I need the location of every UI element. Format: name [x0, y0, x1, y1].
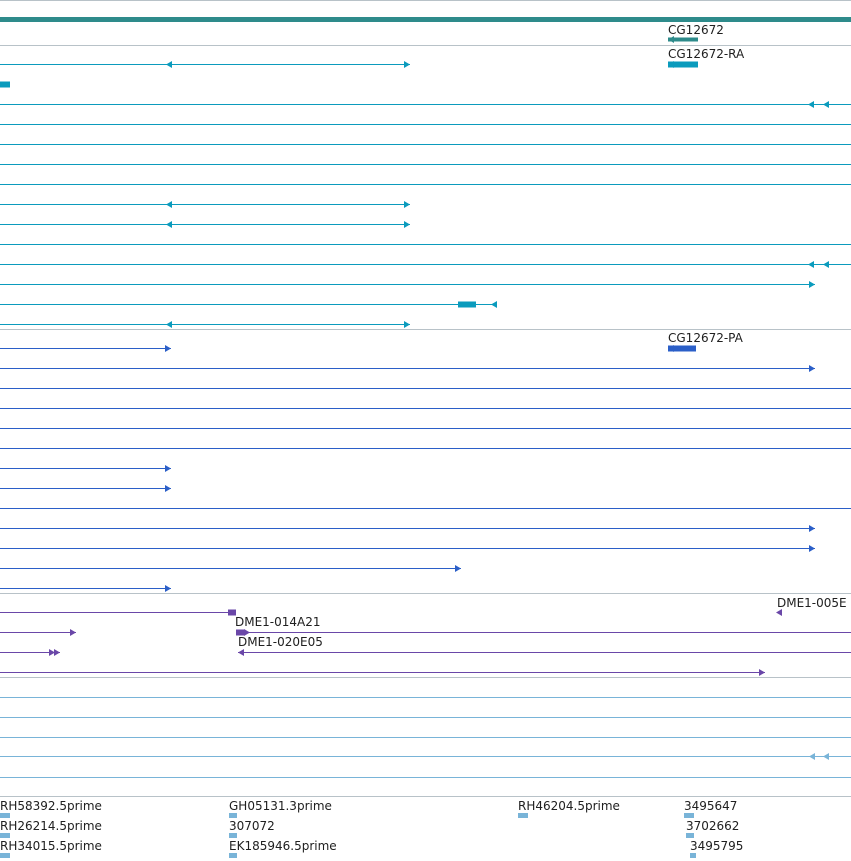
strand-arrow-right: [809, 281, 815, 288]
exon-block[interactable]: [228, 609, 236, 616]
strand-arrow-left: [823, 261, 829, 268]
strand-arrow-left: [166, 221, 172, 228]
exon-block[interactable]: [229, 853, 237, 858]
strand-arrow-left: [809, 753, 815, 760]
exon-block[interactable]: [686, 833, 694, 838]
strand-arrow-left: [491, 301, 497, 308]
clone-label[interactable]: DME1-005E: [777, 596, 847, 610]
exon-block[interactable]: [0, 833, 10, 838]
est-label[interactable]: RH26214.5prime: [0, 819, 102, 833]
gene-span-bar[interactable]: [0, 17, 851, 22]
strand-arrow-right: [455, 565, 461, 572]
strand-arrow-left: [668, 36, 674, 43]
strand-arrow-right: [404, 201, 410, 208]
exon-block[interactable]: [236, 629, 244, 636]
strand-arrow-right: [809, 545, 815, 552]
est-label[interactable]: 3495795: [690, 839, 744, 853]
exon-block[interactable]: [458, 301, 476, 308]
exon-block[interactable]: [668, 61, 698, 68]
strand-arrow-right: [165, 485, 171, 492]
strand-arrow-right: [404, 61, 410, 68]
strand-arrow-right: [404, 221, 410, 228]
est-label[interactable]: EK185946.5prime: [229, 839, 337, 853]
strand-arrow-right: [404, 321, 410, 328]
strand-arrow-right: [54, 649, 60, 656]
clone-label[interactable]: DME1-014A21: [235, 615, 321, 629]
strand-arrow-left: [238, 649, 244, 656]
strand-arrow-right: [809, 525, 815, 532]
exon-block[interactable]: [229, 813, 237, 818]
strand-arrow-left: [668, 61, 674, 68]
strand-arrow-left: [823, 753, 829, 760]
strand-arrow-right: [244, 629, 250, 636]
est-label[interactable]: 3702662: [686, 819, 740, 833]
est-label[interactable]: RH46204.5prime: [518, 799, 620, 813]
strand-arrow-left: [823, 101, 829, 108]
strand-arrow-left: [776, 609, 782, 616]
exon-block[interactable]: [229, 833, 237, 838]
est-label[interactable]: RH58392.5prime: [0, 799, 102, 813]
strand-arrow-right: [165, 345, 171, 352]
exon-block[interactable]: [518, 813, 528, 818]
est-label[interactable]: RH34015.5prime: [0, 839, 102, 853]
strand-arrow-right: [165, 585, 171, 592]
strand-arrow-left: [166, 201, 172, 208]
strand-arrow-right: [809, 365, 815, 372]
protein-label[interactable]: CG12672-PA: [668, 331, 743, 345]
exon-block[interactable]: [668, 345, 696, 352]
exon-block[interactable]: [668, 37, 698, 42]
est-label[interactable]: GH05131.3prime: [229, 799, 332, 813]
exon-block[interactable]: [690, 853, 696, 858]
strand-arrow-left: [166, 321, 172, 328]
clone-label[interactable]: DME1-020E05: [238, 635, 323, 649]
strand-arrow-left: [668, 345, 674, 352]
transcript-label[interactable]: CG12672-RA: [668, 47, 745, 61]
gene-label[interactable]: CG12672: [668, 23, 724, 37]
strand-arrow-left: [808, 101, 814, 108]
exon-block[interactable]: [684, 813, 694, 818]
strand-arrow-left: [166, 61, 172, 68]
strand-arrow-right: [49, 649, 55, 656]
strand-arrow-right: [759, 669, 765, 676]
exon-block[interactable]: [0, 853, 10, 858]
strand-arrow-right: [70, 629, 76, 636]
strand-arrow-right: [165, 465, 171, 472]
est-label[interactable]: 3495647: [684, 799, 738, 813]
exon-block[interactable]: [0, 81, 10, 88]
est-label[interactable]: 307072: [229, 819, 275, 833]
exon-block[interactable]: [0, 813, 10, 818]
strand-arrow-left: [808, 261, 814, 268]
